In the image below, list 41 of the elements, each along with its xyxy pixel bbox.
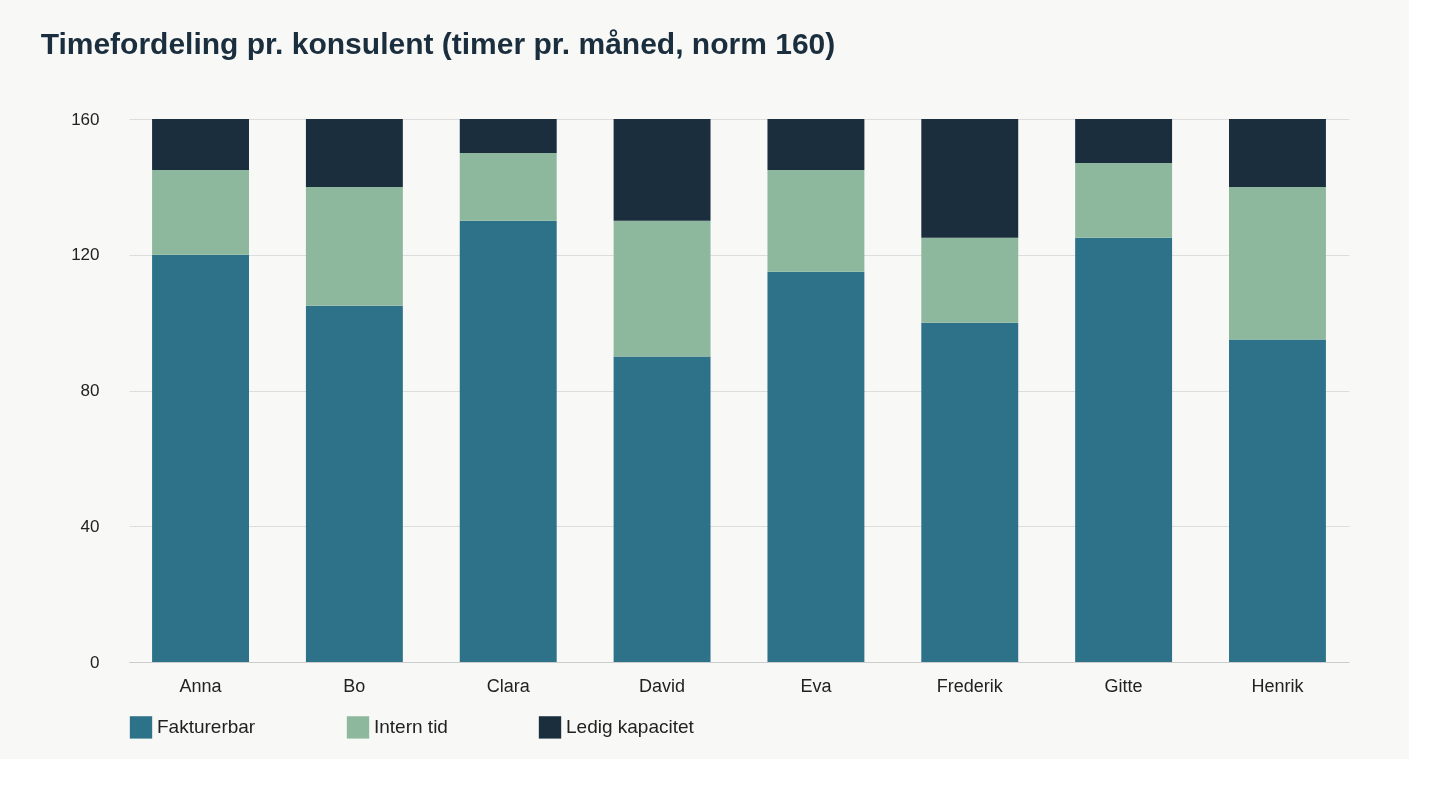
y-tick-label: 80	[80, 381, 100, 400]
bar	[459, 119, 557, 153]
bar	[1075, 119, 1173, 164]
bar	[613, 220, 711, 357]
bar	[767, 169, 865, 272]
bar	[1075, 237, 1173, 662]
y-tick-label: 120	[71, 245, 100, 265]
bar	[921, 322, 1019, 662]
chart-title: Timefordeling pr. konsulent (timer pr. måned, norm 160)	[40, 27, 836, 60]
legend-label: Intern tid	[374, 716, 448, 738]
bar	[613, 356, 711, 662]
x-tick-label: Frederik	[936, 675, 1004, 696]
bar	[767, 119, 865, 170]
y-tick-label: 40	[80, 516, 100, 536]
bar	[1229, 186, 1326, 340]
x-tick-label: Henrik	[1251, 675, 1305, 696]
bar	[613, 119, 711, 221]
bar	[305, 186, 403, 306]
x-tick-label: Anna	[179, 675, 223, 696]
bar	[1229, 339, 1326, 662]
y-tick-label: 0	[90, 652, 100, 672]
y-tick-label: 160	[71, 109, 100, 129]
x-tick-label: Clara	[486, 675, 531, 696]
bar	[1229, 119, 1326, 187]
bar	[1075, 163, 1173, 238]
bar	[305, 119, 403, 187]
legend-label: Ledig kapacitet	[566, 716, 695, 738]
bar	[152, 119, 249, 170]
bar	[767, 271, 865, 662]
x-tick-label: David	[639, 675, 686, 696]
x-tick-label: Eva	[800, 675, 833, 696]
bar	[921, 119, 1019, 238]
bar	[459, 220, 557, 662]
x-tick-label: Gitte	[1104, 675, 1143, 696]
bar	[459, 152, 557, 221]
bar	[305, 305, 403, 662]
bar	[152, 254, 249, 662]
x-tick-label: Bo	[343, 675, 366, 696]
bar	[152, 169, 249, 255]
bar	[921, 237, 1019, 323]
legend-label: Fakturerbar	[157, 716, 256, 738]
